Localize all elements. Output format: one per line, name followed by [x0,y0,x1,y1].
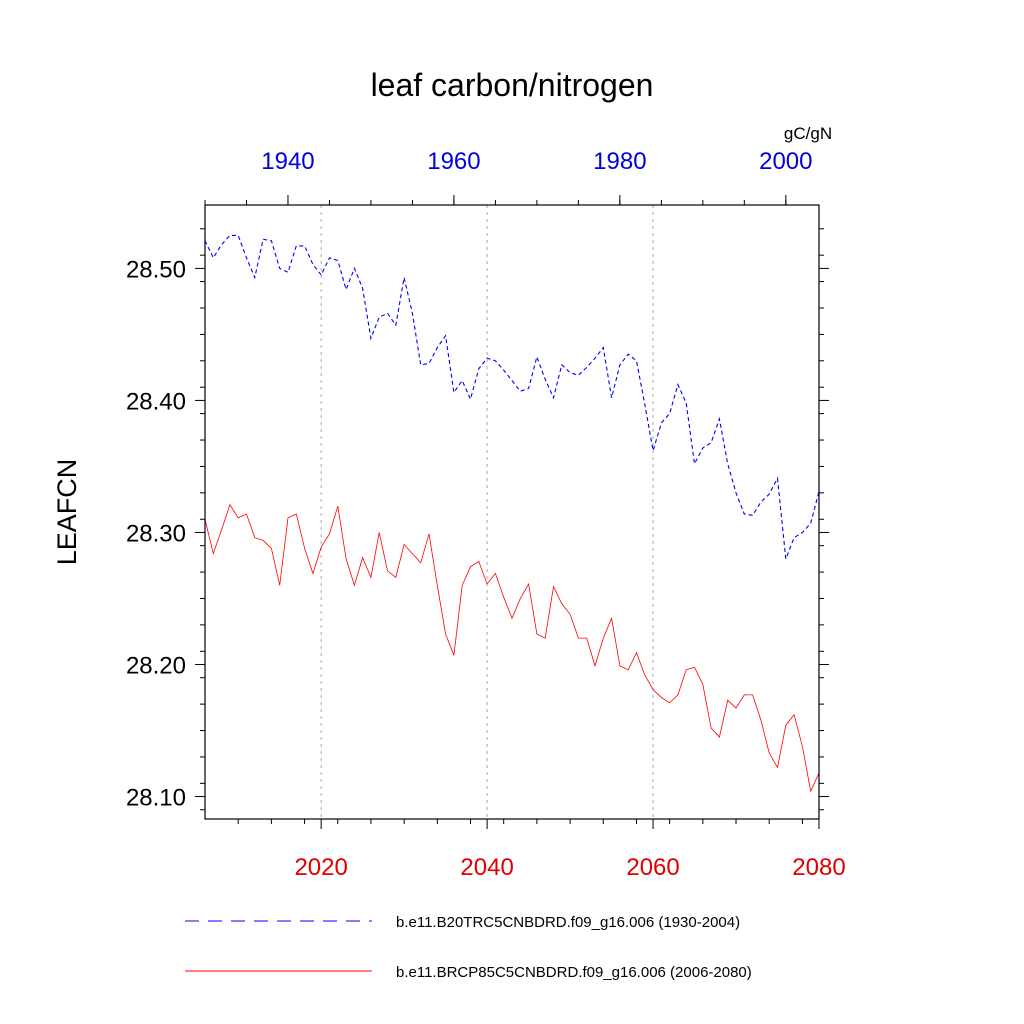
plot-frame [204,204,820,820]
y-tick-label: 28.30 [126,520,186,547]
x-bottom-tick-label: 2020 [294,854,347,881]
series-line-historical [204,234,820,560]
x-bottom-tick-label: 2080 [792,854,845,881]
units-label: gC/gN [784,124,832,143]
x-bottom-tick-label: 2040 [460,854,513,881]
legend-label-rcp85: b.e11.BRCP85C5CNBDRD.f09_g16.006 (2006-2… [396,964,752,981]
grid-lines [320,205,654,819]
axis-ticks [195,195,829,829]
x-top-tick-label: 1980 [593,148,646,175]
tick-labels: 28.10 28.20 28.30 28.40 28.50 2020 2040 2060 208… [126,148,846,881]
legend-label-historical: b.e11.B20TRC5CNBDRD.f09_g16.006 (1930-20… [396,914,740,931]
x-top-tick-label: 2000 [759,148,812,175]
legend: b.e11.B20TRC5CNBDRD.f09_g16.006 (1930-20… [185,914,752,981]
series-lines [204,234,820,793]
y-axis-label: LEAFCN [52,459,82,566]
x-bottom-tick-label: 2060 [626,854,679,881]
series-line-rcp85 [204,503,820,793]
y-tick-label: 28.50 [126,256,186,283]
chart-title: leaf carbon/nitrogen [371,67,654,103]
y-tick-label: 28.20 [126,653,186,680]
x-top-tick-label: 1940 [261,148,314,175]
y-tick-label: 28.10 [126,785,186,812]
y-tick-label: 28.40 [126,388,186,415]
x-top-tick-label: 1960 [427,148,480,175]
